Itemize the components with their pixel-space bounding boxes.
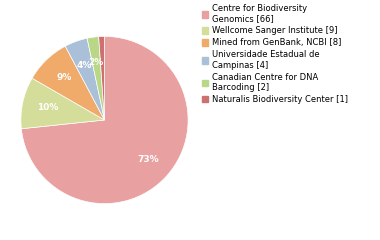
- Text: 73%: 73%: [137, 155, 159, 164]
- Wedge shape: [99, 36, 104, 120]
- Wedge shape: [87, 37, 105, 120]
- Wedge shape: [65, 38, 105, 120]
- Wedge shape: [21, 78, 104, 129]
- Text: 2%: 2%: [89, 58, 104, 66]
- Text: 10%: 10%: [36, 103, 58, 112]
- Text: 4%: 4%: [77, 60, 92, 70]
- Wedge shape: [32, 46, 104, 120]
- Legend: Centre for Biodiversity
Genomics [66], Wellcome Sanger Institute [9], Mined from: Centre for Biodiversity Genomics [66], W…: [202, 4, 348, 104]
- Wedge shape: [21, 36, 188, 204]
- Text: 9%: 9%: [56, 73, 71, 82]
